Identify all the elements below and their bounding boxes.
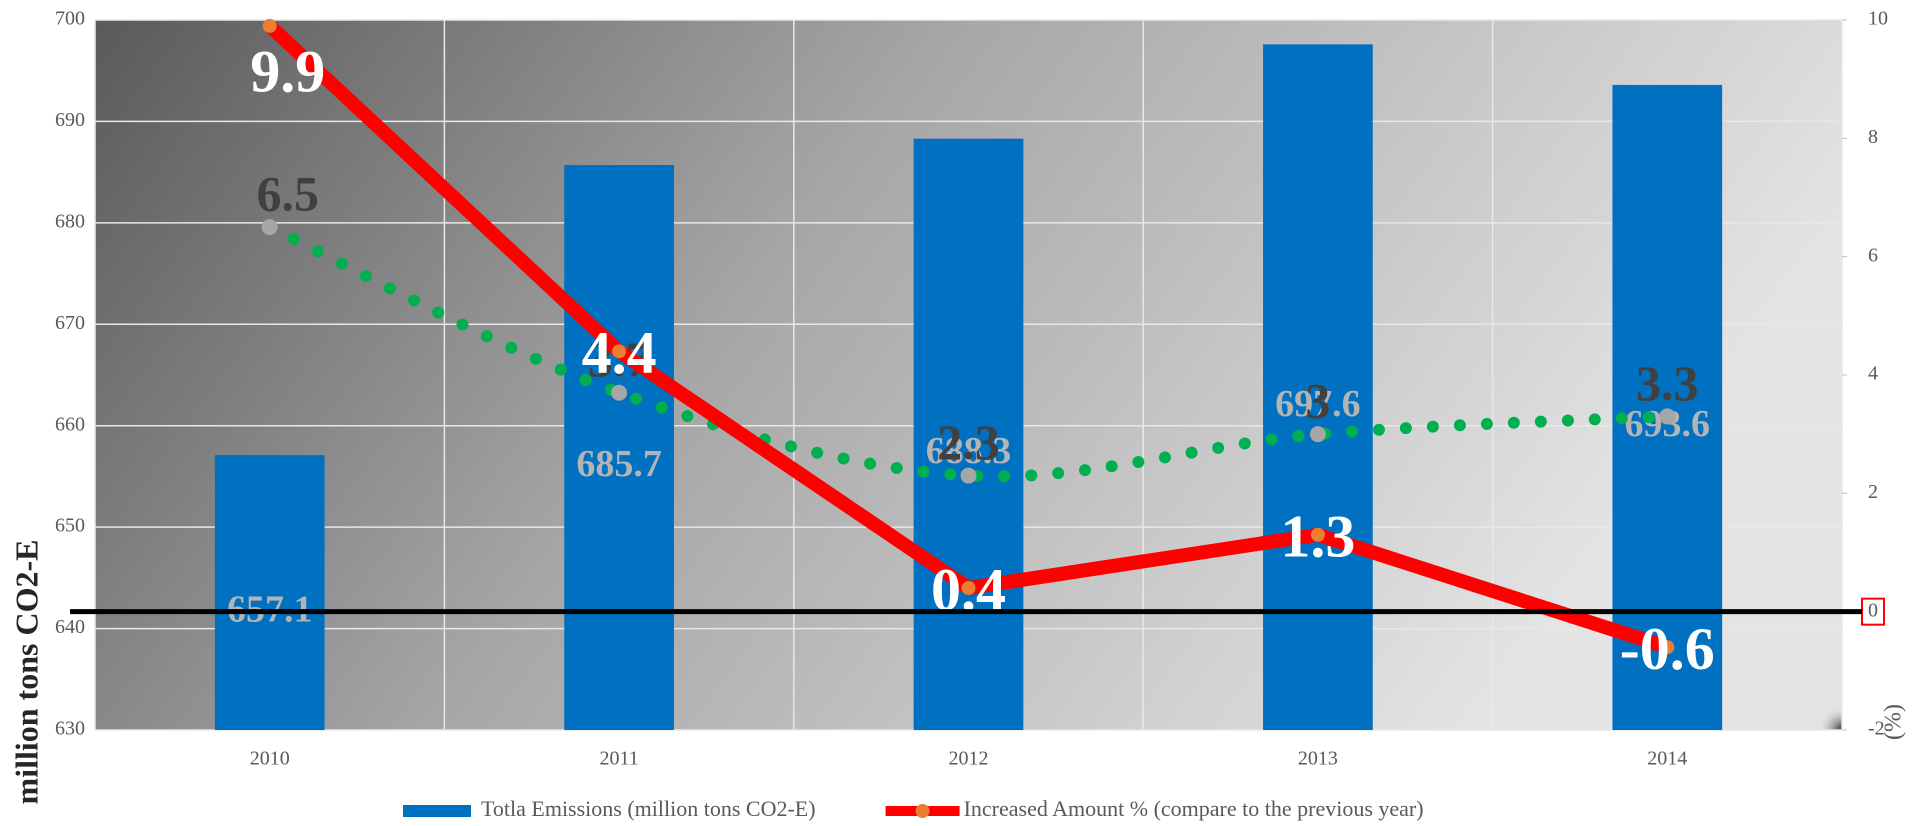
dotted-line-value-label: 2.3	[937, 414, 1000, 470]
y2-tick-label: 6	[1868, 244, 1878, 266]
y2-axis-label: (%)	[1881, 704, 1907, 740]
bar	[564, 165, 674, 731]
x-tick-label: 2011	[599, 748, 638, 770]
dotted-line-value-label: 3.3	[1636, 355, 1699, 411]
y2-tick-label: -2	[1868, 718, 1885, 740]
dotted-line-marker	[1659, 408, 1676, 425]
line-marker	[1310, 527, 1325, 542]
dotted-line-value-label: 3	[1305, 373, 1330, 429]
bar-value-label: 685.7	[576, 443, 662, 485]
line-value-label: 9.9	[250, 39, 325, 105]
legend-label: Increased Amount % (compare to the previ…	[964, 796, 1424, 821]
legend-swatch	[403, 805, 471, 817]
dotted-line	[263, 221, 1674, 483]
y-tick-label: 660	[55, 413, 85, 435]
y2-tick-label: 10	[1868, 8, 1888, 30]
dotted-line-value-label: 6.5	[256, 166, 319, 222]
bar-value-label: 697.6	[1275, 383, 1361, 425]
line-value-label: -0.6	[1620, 616, 1715, 682]
line-marker	[1660, 640, 1675, 655]
bar	[214, 455, 325, 730]
x-tick-label: 2014	[1647, 748, 1687, 770]
y-tick-label: 650	[55, 515, 85, 537]
dotted-line-marker	[1309, 426, 1326, 443]
y-tick-label: 690	[55, 109, 85, 131]
y-tick-label: 700	[55, 8, 85, 30]
y2-tick-label: 4	[1868, 363, 1878, 385]
y-axis-label: million tons CO2-E	[8, 540, 44, 805]
dotted-line-marker	[960, 467, 977, 484]
bar-value-label: 688.3	[926, 430, 1012, 472]
dotted-line-marker	[261, 219, 278, 236]
y-tick-label: 670	[55, 312, 85, 334]
legend-label: Totla Emissions (million tons CO2-E)	[481, 796, 816, 821]
y-tick-label: 630	[55, 718, 85, 740]
bar	[1612, 84, 1723, 730]
y2-tick-label: 8	[1868, 126, 1878, 148]
x-tick-label: 2013	[1298, 748, 1338, 770]
line-marker	[612, 344, 627, 359]
bar	[913, 138, 1024, 730]
line-marker	[961, 581, 976, 595]
y2-tick-label: 2	[1868, 481, 1878, 503]
line-value-label: 4.4	[582, 320, 657, 386]
y-tick-label: 640	[55, 616, 85, 638]
y-tick-label: 680	[55, 210, 85, 232]
bar	[1263, 44, 1373, 731]
legend-marker	[915, 804, 930, 818]
y2-tick-label: 0	[1868, 599, 1878, 621]
x-tick-label: 2012	[949, 748, 989, 770]
x-tick-label: 2010	[250, 748, 290, 770]
dotted-line-marker	[611, 384, 628, 401]
line-value-label: 1.3	[1280, 504, 1355, 570]
line-marker	[262, 18, 277, 33]
